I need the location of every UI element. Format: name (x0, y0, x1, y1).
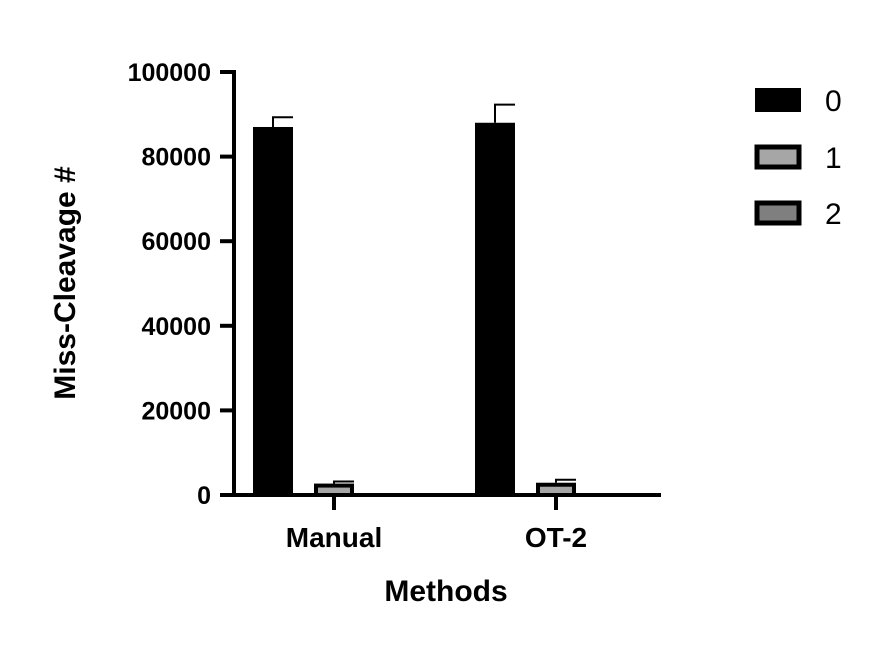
x-ticks: Manual OT-2 (286, 495, 587, 553)
legend: 0 1 2 (754, 85, 842, 231)
legend-label-2: 2 (825, 198, 842, 231)
y-tick-label: 100000 (128, 59, 211, 87)
y-ticks: 0 20000 40000 60000 80000 100000 (128, 59, 234, 510)
legend-swatch-2 (754, 200, 802, 226)
y-tick-label: 0 (197, 482, 211, 510)
bar-0-Manual (253, 126, 293, 496)
y-tick-label: 20000 (141, 397, 211, 425)
legend-label-1: 1 (825, 142, 842, 175)
x-tick-label: OT-2 (525, 522, 587, 553)
axes-layer (232, 70, 661, 497)
y-axis-title: Miss-Cleavage # (49, 166, 82, 400)
y-tick-label: 40000 (141, 313, 211, 341)
legend-swatch-0 (755, 88, 801, 112)
legend-swatch-1 (754, 144, 802, 170)
x-axis-title: Methods (384, 575, 507, 608)
legend-label-0: 0 (825, 85, 842, 118)
x-tick-label: Manual (286, 522, 382, 553)
bars-layer (253, 103, 576, 498)
bar-0-OT-2 (475, 122, 515, 495)
y-tick-label: 60000 (141, 228, 211, 256)
y-tick-label: 80000 (141, 144, 211, 172)
